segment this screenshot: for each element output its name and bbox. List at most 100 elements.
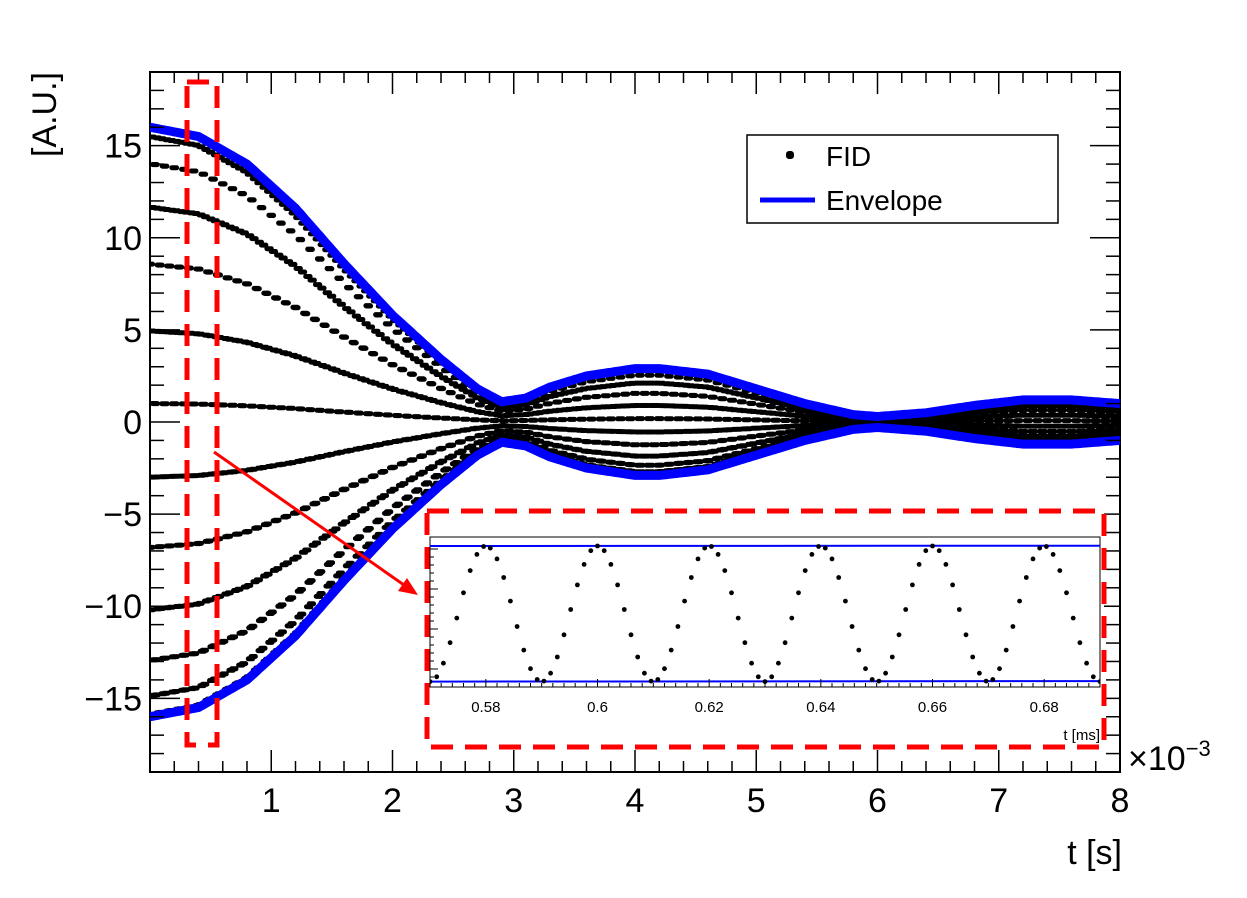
- inset-fid-point: [950, 582, 955, 588]
- inset-fid-point: [1017, 598, 1022, 604]
- inset-fid-point: [735, 615, 741, 621]
- inset-fid-point: [648, 678, 654, 684]
- inset-fid-point: [755, 674, 761, 680]
- inset-fid-point: [1010, 624, 1016, 629]
- x-tick-label: 6: [868, 782, 887, 820]
- inset-fid-point: [977, 670, 982, 676]
- y-tick-label: 0: [123, 404, 142, 442]
- inset-fid-point: [702, 545, 708, 551]
- inset-fid-point: [990, 677, 996, 682]
- inset-fid-point: [441, 660, 446, 666]
- inset-fid-point: [474, 552, 480, 557]
- inset-fid-point: [809, 552, 815, 557]
- inset-fid-point: [822, 545, 828, 551]
- envelope-series: [150, 122, 1120, 722]
- x-axis-title: t [s]: [1067, 834, 1122, 872]
- inset-plot: 0.58 0.6 0.62 0.64 0.66 0.68 t [ms]: [424, 508, 1107, 750]
- zoom-arrow: [213, 450, 405, 587]
- inset-fid-point: [668, 647, 674, 653]
- inset-fid-point: [682, 598, 687, 604]
- legend-envelope-label: Envelope: [826, 185, 943, 216]
- inset-fid-point: [568, 607, 574, 612]
- inset-fid-point: [1050, 552, 1056, 557]
- inset-fid-point: [963, 632, 969, 638]
- inset-fid-point: [936, 548, 942, 554]
- inset-fid-point: [856, 647, 862, 653]
- y-tick-label: 15: [104, 128, 142, 166]
- inset-fid-point: [675, 624, 681, 629]
- inset-fid-point: [956, 607, 962, 612]
- inset-fid-point: [615, 582, 620, 588]
- x-tick-label: 1: [262, 782, 281, 820]
- inset-fid-point: [883, 670, 888, 676]
- inset-fid-point: [722, 568, 728, 573]
- inset-fid-point: [554, 654, 560, 660]
- fid-points: [150, 124, 1120, 717]
- inset-fid-point: [662, 666, 667, 672]
- inset-fid-point: [789, 615, 795, 621]
- inset-fid-point: [501, 575, 507, 580]
- x-tick-label: 3: [504, 782, 523, 820]
- inset-fid-point: [923, 548, 929, 554]
- inset-x-axis-title: t [ms]: [1063, 727, 1100, 744]
- inset-fid-point: [655, 677, 661, 682]
- y-tick-label: −15: [84, 680, 142, 718]
- envelope-upper-line: [150, 122, 1120, 422]
- y-tick-label: 10: [104, 220, 142, 258]
- y-axis-title: [A.U.]: [26, 72, 64, 157]
- x-multiplier-exp: −3: [1186, 736, 1211, 761]
- inset-fid-point: [816, 544, 821, 549]
- envelope-lower-line: [150, 422, 1120, 722]
- inset-fid-point: [930, 543, 935, 549]
- inset-fid-point: [782, 640, 788, 646]
- inset-fid-point: [889, 654, 895, 660]
- y-tick-label: 5: [123, 312, 142, 350]
- inset-fid-point: [595, 543, 600, 549]
- inset-fid-point: [541, 678, 547, 684]
- inset-fid-point: [802, 568, 808, 573]
- inset-fid-point: [467, 568, 473, 573]
- inset-fid-point: [910, 582, 915, 588]
- inset-fid-point: [561, 632, 567, 638]
- inset-x-tick-label: 0.58: [471, 699, 500, 716]
- inset-fid-point: [621, 607, 627, 612]
- inset-fid-point: [1003, 647, 1009, 653]
- legend-box: [746, 134, 1059, 224]
- inset-x-tick-label: 0.6: [587, 699, 608, 716]
- y-tick-label: −10: [84, 588, 142, 626]
- inset-ticks: 0.58 0.6 0.62 0.64 0.66 0.68: [429, 548, 1101, 716]
- inset-x-tick-label: 0.62: [695, 699, 724, 716]
- inset-fid-point: [762, 679, 768, 684]
- x-axis-multiplier: ×10−3: [1128, 736, 1211, 778]
- inset-fid-point: [461, 590, 466, 596]
- x-multiplier-base: ×10: [1128, 740, 1186, 778]
- legend: FID Envelope: [746, 134, 1059, 224]
- inset-fid-point: [796, 590, 801, 596]
- inset-data: [430, 543, 1100, 684]
- inset-fid-point: [749, 660, 754, 666]
- inset-fid-point: [776, 660, 781, 666]
- inset-fid-point: [1057, 568, 1063, 573]
- inset-fid-point: [430, 679, 433, 684]
- inset-fid-point: [534, 677, 540, 682]
- x-tick-label: 5: [747, 782, 766, 820]
- inset-fid-point: [508, 598, 513, 604]
- inset-fid-point: [695, 556, 701, 562]
- inset-fid-point: [581, 562, 587, 567]
- inset-fid-point: [454, 615, 460, 621]
- inset-x-tick-label: 0.68: [1030, 699, 1059, 716]
- inset-fid-point: [903, 607, 909, 612]
- highlight-region: [184, 79, 220, 748]
- inset-fid-point: [588, 548, 594, 554]
- inset-fid-point: [863, 666, 868, 672]
- inset-fid-point: [896, 632, 902, 638]
- inset-fid-point: [849, 624, 855, 629]
- inset-fid-point: [688, 575, 694, 580]
- inset-zoom-box: [424, 508, 1107, 750]
- inset-fid-point: [983, 678, 989, 684]
- inset-fid-point: [434, 674, 440, 680]
- inset-fid-point: [1064, 590, 1069, 596]
- x-tick-label: 4: [626, 782, 645, 820]
- inset-fid-point: [481, 544, 486, 549]
